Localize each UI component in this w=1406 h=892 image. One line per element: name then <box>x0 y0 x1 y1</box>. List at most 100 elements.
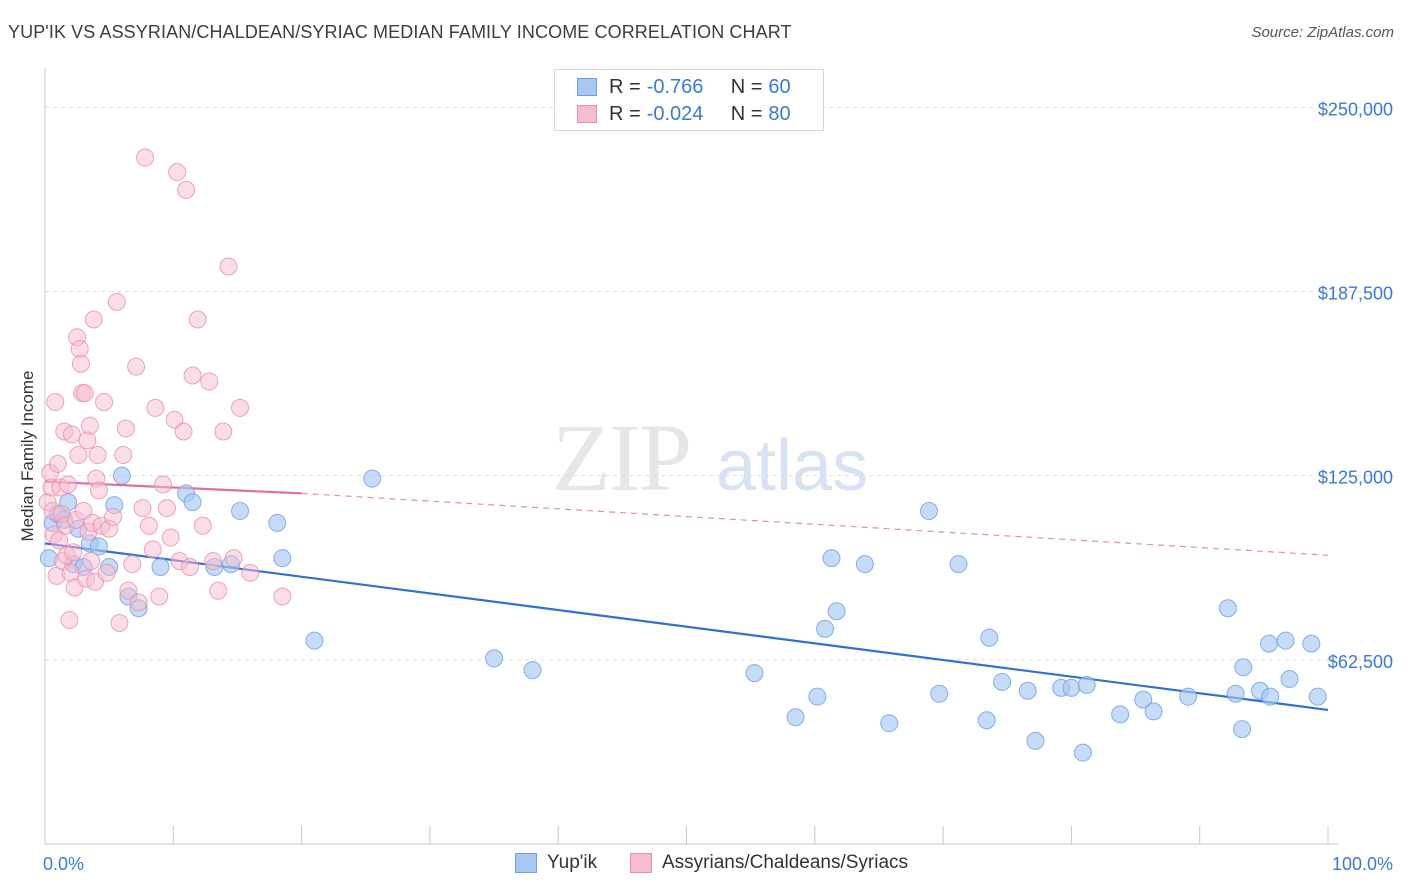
assyrian-point <box>69 446 88 465</box>
assyrian-point <box>103 507 122 526</box>
assyrian-point <box>107 292 126 311</box>
assyrian-point <box>64 543 83 562</box>
yupik-point <box>523 661 542 680</box>
yupik-point <box>151 558 170 577</box>
yupik-point <box>183 493 202 512</box>
yupik-point <box>1259 634 1278 653</box>
yupik-point <box>1179 687 1198 706</box>
yupik-point <box>1234 658 1253 677</box>
assyrian-point <box>241 563 260 582</box>
assyrian-point <box>127 357 146 376</box>
yupik-point <box>745 664 764 683</box>
assyrian-point <box>231 398 250 417</box>
assyrian-point <box>219 257 238 276</box>
assyrian-point <box>114 446 133 465</box>
assyrian-point <box>61 563 80 582</box>
yupik-point <box>1226 684 1245 703</box>
yupik-point <box>816 619 835 638</box>
yupik-point <box>919 502 938 521</box>
assyrian-point <box>116 419 135 438</box>
source-credit: Source: ZipAtlas.com <box>1251 24 1394 41</box>
assyrian-point <box>200 372 219 391</box>
yupik-point <box>89 537 108 556</box>
assyrian-point <box>129 593 148 612</box>
yupik-point <box>930 684 949 703</box>
legend-n-value: 80 <box>768 102 791 125</box>
yupik-point <box>1308 687 1327 706</box>
yupik-point <box>1144 702 1163 721</box>
yupik-point <box>305 631 324 650</box>
yupik-point <box>1218 599 1237 618</box>
yupik-point <box>827 602 846 621</box>
yupik-point <box>268 513 287 532</box>
assyrian-point <box>133 499 152 518</box>
watermark-zip: ZIP <box>552 404 690 511</box>
y-tick-label: $125,000 <box>1318 468 1393 488</box>
assyrian-point <box>60 611 79 630</box>
series-swatch-yupik <box>515 853 537 873</box>
assyrian-point <box>82 552 101 571</box>
assyrian-point <box>88 446 107 465</box>
watermark-atlas: atlas <box>716 426 868 506</box>
assyrian-point <box>48 454 67 473</box>
assyrian-point <box>146 398 165 417</box>
yupik-point <box>808 687 827 706</box>
assyrian-point <box>71 354 90 373</box>
series-legend-assyrian: Assyrians/Chaldeans/Syriacs <box>630 852 908 874</box>
yupik-point <box>1026 731 1045 750</box>
yupik-point <box>1302 634 1321 653</box>
assyrian-point <box>157 499 176 518</box>
x-tick-label: 100.0% <box>1332 854 1393 874</box>
assyrian-point <box>183 366 202 385</box>
assyrian-point <box>161 528 180 547</box>
yupik-point <box>1111 705 1130 724</box>
yupik-point <box>112 466 131 485</box>
assyrian-point <box>139 516 158 535</box>
assyrian-point <box>59 475 78 494</box>
yupik-point <box>949 555 968 574</box>
yupik-point <box>485 649 504 668</box>
axes <box>44 68 1338 845</box>
yupik-point <box>1018 681 1037 700</box>
assyrian-point <box>119 581 138 600</box>
assyrian-point <box>174 422 193 441</box>
assyrian-point <box>154 475 173 494</box>
yupik-point <box>1280 669 1299 688</box>
data-points <box>38 148 1327 762</box>
assyrian-point <box>46 393 65 412</box>
legend-r-value: -0.766 <box>646 75 704 98</box>
assyrian-point <box>95 393 114 412</box>
assyrian-point <box>168 163 187 182</box>
yupik-point <box>977 711 996 730</box>
legend-swatch-assyrian <box>577 105 597 123</box>
series-legend: Yup'ik Assyrians/Chaldeans/Syriacs <box>0 852 1406 876</box>
series-swatch-assyrian <box>630 853 652 873</box>
watermark: ZIP atlas <box>552 404 868 511</box>
series-label-assyrian: Assyrians/Chaldeans/Syriacs <box>662 852 909 873</box>
legend-n-value: 60 <box>768 75 791 98</box>
yupik-point <box>363 469 382 488</box>
yupik-point <box>855 555 874 574</box>
chart-title: YUP'IK VS ASSYRIAN/CHALDEAN/SYRIAC MEDIA… <box>8 22 792 42</box>
legend-row-assyrian: R = -0.024 N = 80 <box>577 102 791 126</box>
legend-n-label: N = <box>730 75 763 98</box>
assyrian-point <box>123 555 142 574</box>
yupik-point <box>880 714 899 733</box>
assyrian-point <box>143 540 162 559</box>
yupik-point <box>273 549 292 568</box>
series-legend-yupik: Yup'ik <box>515 852 597 874</box>
assyrian-point <box>75 384 94 403</box>
x-tick-label: 0.0% <box>43 854 84 874</box>
assyrian-point <box>180 558 199 577</box>
yupik-point <box>1261 687 1280 706</box>
assyrian-point <box>193 516 212 535</box>
legend-row-yupik: R = -0.766 N = 60 <box>577 75 791 99</box>
assyrian-point <box>110 614 129 633</box>
assyrian-point <box>89 481 108 500</box>
assyrian-point <box>84 310 103 329</box>
legend-n-label: N = <box>730 102 763 125</box>
assyrian-point <box>62 425 81 444</box>
yupik-point <box>1077 675 1096 694</box>
assyrian-point <box>150 587 169 606</box>
